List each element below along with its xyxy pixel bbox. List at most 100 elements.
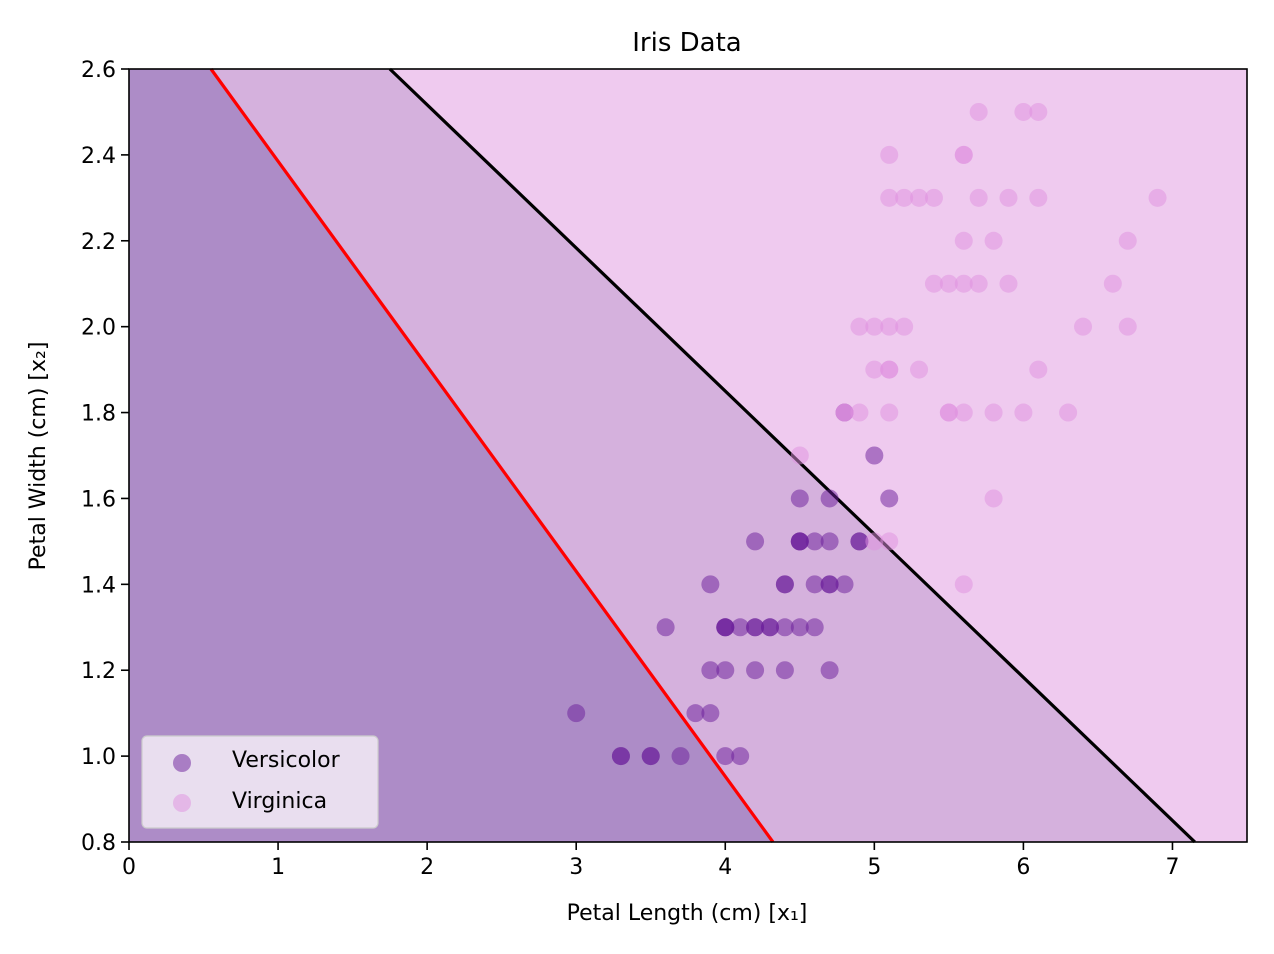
point-virginica xyxy=(880,403,899,422)
point-versicolor xyxy=(820,661,839,680)
point-versicolor xyxy=(775,618,794,637)
point-virginica xyxy=(954,274,973,293)
point-virginica xyxy=(880,360,899,379)
point-virginica xyxy=(850,403,869,422)
red-boundary-line xyxy=(209,68,775,843)
point-virginica xyxy=(1014,403,1033,422)
x-axis-ticks: 0 1 2 3 4 5 6 7 xyxy=(122,842,1179,880)
chart-title: Iris Data xyxy=(632,28,741,58)
point-versicolor xyxy=(850,532,869,551)
point-versicolor xyxy=(567,704,586,723)
plot-frame xyxy=(128,68,1248,843)
point-versicolor xyxy=(775,661,794,680)
point-virginica xyxy=(999,188,1018,207)
point-versicolor xyxy=(805,575,824,594)
x-axis-label: Petal Length (cm) [x₁] xyxy=(567,901,808,926)
point-virginica xyxy=(954,575,973,594)
point-virginica xyxy=(880,532,899,551)
point-versicolor xyxy=(746,618,765,637)
legend-box xyxy=(141,735,379,829)
point-versicolor xyxy=(805,618,824,637)
x-tick-label: 1 xyxy=(271,855,285,880)
point-virginica xyxy=(910,360,929,379)
point-virginica xyxy=(865,360,884,379)
x-tick-label: 7 xyxy=(1165,855,1179,880)
y-axis-label: Petal Width (cm) [x₂] xyxy=(26,342,51,571)
point-virginica xyxy=(984,403,1003,422)
point-versicolor xyxy=(805,532,824,551)
point-virginica xyxy=(924,274,943,293)
x-tick-label: 5 xyxy=(867,855,881,880)
point-versicolor xyxy=(760,618,779,637)
point-virginica xyxy=(1118,317,1137,336)
legend-marker-virginica xyxy=(173,794,191,812)
point-virginica xyxy=(895,188,914,207)
point-virginica xyxy=(895,317,914,336)
point-virginica xyxy=(1074,317,1093,336)
point-virginica xyxy=(1029,360,1048,379)
point-versicolor xyxy=(820,489,839,508)
point-virginica xyxy=(984,231,1003,250)
y-tick-label: 1.0 xyxy=(81,745,116,770)
point-versicolor xyxy=(671,747,690,766)
x-tick-label: 6 xyxy=(1016,855,1030,880)
point-virginica xyxy=(1059,403,1078,422)
point-versicolor xyxy=(865,446,884,465)
point-virginica xyxy=(954,403,973,422)
y-tick-label: 2.0 xyxy=(81,316,116,341)
point-virginica xyxy=(969,274,988,293)
point-virginica xyxy=(850,317,869,336)
decision-regions xyxy=(129,69,1247,842)
region-between-lines xyxy=(210,69,1195,842)
point-virginica xyxy=(835,403,854,422)
point-virginica xyxy=(969,188,988,207)
point-versicolor xyxy=(716,661,735,680)
region-below-red-line xyxy=(129,69,773,842)
legend-label-virginica: Virginica xyxy=(232,789,327,814)
legend-label-versicolor: Versicolor xyxy=(232,748,341,773)
point-versicolor xyxy=(701,661,720,680)
point-virginica xyxy=(880,317,899,336)
point-virginica xyxy=(865,532,884,551)
legend-marker-versicolor xyxy=(173,754,191,772)
y-tick-label: 2.6 xyxy=(81,58,116,83)
point-versicolor xyxy=(790,618,809,637)
x-tick-label: 3 xyxy=(569,855,583,880)
x-tick-label: 2 xyxy=(420,855,434,880)
point-virginica xyxy=(865,317,884,336)
y-tick-label: 1.4 xyxy=(81,573,116,598)
point-virginica xyxy=(790,446,809,465)
point-versicolor xyxy=(716,618,735,637)
point-versicolor xyxy=(775,575,794,594)
y-tick-label: 2.4 xyxy=(81,144,116,169)
point-virginica xyxy=(954,145,973,164)
y-tick-label: 2.2 xyxy=(81,230,116,255)
point-versicolor xyxy=(820,575,839,594)
point-versicolor xyxy=(701,575,720,594)
point-virginica xyxy=(1029,188,1048,207)
point-virginica xyxy=(984,489,1003,508)
point-virginica xyxy=(939,403,958,422)
legend: Versicolor Virginica xyxy=(141,735,379,829)
point-virginica xyxy=(1103,274,1122,293)
region-above-black-line xyxy=(389,69,1247,842)
point-virginica xyxy=(969,102,988,121)
point-virginica xyxy=(954,231,973,250)
point-versicolor xyxy=(731,747,750,766)
point-versicolor xyxy=(746,661,765,680)
point-versicolor xyxy=(835,575,854,594)
x-tick-label: 0 xyxy=(122,855,136,880)
point-versicolor xyxy=(686,704,705,723)
point-versicolor xyxy=(746,532,765,551)
point-versicolor xyxy=(611,747,630,766)
point-versicolor xyxy=(790,489,809,508)
point-virginica xyxy=(999,274,1018,293)
y-tick-label: 1.2 xyxy=(81,659,116,684)
x-tick-label: 4 xyxy=(718,855,732,880)
point-versicolor xyxy=(656,618,675,637)
point-versicolor xyxy=(880,489,899,508)
point-virginica xyxy=(1014,102,1033,121)
point-virginica xyxy=(910,188,929,207)
y-tick-label: 0.8 xyxy=(81,831,116,856)
